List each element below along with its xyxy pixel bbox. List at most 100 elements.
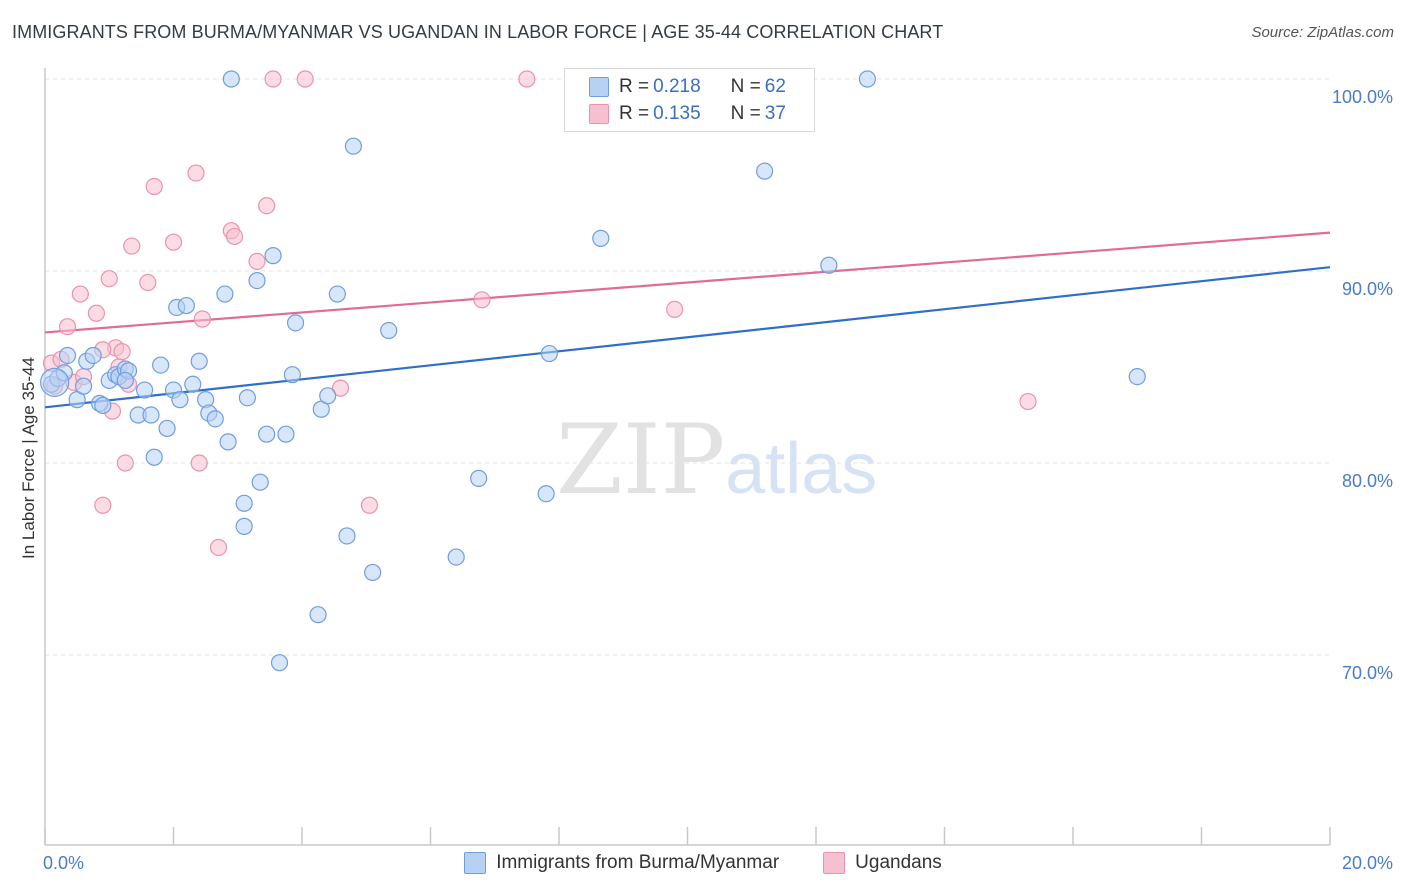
- y-axis-label: In Labor Force | Age 35-44: [19, 357, 38, 559]
- point-burma: [142, 406, 160, 424]
- point-burma: [755, 162, 774, 180]
- point-ugandan: [296, 70, 314, 88]
- point-burma: [190, 352, 208, 370]
- point-ugandan: [518, 70, 536, 88]
- point-burma: [592, 229, 610, 247]
- r-label: R =: [619, 76, 650, 97]
- point-burma: [177, 296, 195, 315]
- trend-line-burma: [44, 266, 1331, 409]
- n-value: 62: [764, 76, 786, 97]
- pink-swatch: [589, 104, 609, 124]
- point-burma: [222, 70, 240, 88]
- point-burma: [84, 346, 102, 365]
- point-ugandan: [225, 227, 244, 246]
- point-ugandan: [187, 164, 205, 182]
- point-burma: [74, 377, 93, 395]
- point-burma: [152, 356, 170, 374]
- point-ugandan: [1019, 392, 1037, 411]
- point-ugandan: [94, 496, 112, 514]
- point-burma: [309, 606, 327, 624]
- point-burma: [58, 346, 77, 365]
- point-ugandan: [209, 538, 228, 557]
- point-burma: [470, 469, 488, 487]
- point-ugandan: [58, 318, 77, 336]
- point-burma: [283, 366, 301, 384]
- legend-item-burma[interactable]: Immigrants from Burma/Myanmar: [464, 852, 779, 874]
- legend-label-burma: Immigrants from Burma/Myanmar: [496, 852, 780, 873]
- point-burma: [286, 314, 305, 332]
- trend-lines: [44, 231, 1331, 409]
- tick-labels: 100.0% 90.0% 80.0% 70.0% 0.0% 20.0%: [43, 87, 1393, 873]
- point-burma: [338, 527, 356, 545]
- point-ugandan: [145, 177, 163, 196]
- point-burma: [248, 272, 266, 290]
- point-burma: [206, 410, 224, 428]
- point-burma: [344, 137, 362, 155]
- r-value: 0.135: [653, 103, 701, 124]
- watermark-zip: ZIP: [556, 404, 726, 516]
- axes: [44, 68, 1331, 846]
- y-tick-label: 70.0%: [1342, 663, 1393, 683]
- gridlines: [45, 78, 1330, 656]
- point-burma: [537, 485, 555, 503]
- point-burma: [447, 548, 465, 566]
- n-label: N =: [730, 76, 761, 97]
- point-ugandan: [264, 70, 282, 88]
- point-burma: [380, 321, 398, 340]
- r-value: 0.218: [653, 76, 701, 97]
- x-tick-label: 0.0%: [43, 853, 84, 873]
- point-burma: [184, 375, 202, 393]
- watermark-atlas: atlas: [725, 429, 878, 509]
- pink-swatch: [823, 852, 846, 874]
- point-burma: [858, 70, 877, 88]
- point-ugandan: [360, 496, 379, 514]
- stats-legend: R = 0.218 N = 62 R = 0.135 N = 37: [564, 68, 815, 132]
- legend-label-ugandans: Ugandans: [855, 852, 942, 873]
- point-burma: [277, 425, 295, 443]
- watermark: ZIPatlas: [556, 404, 877, 516]
- point-burma: [235, 517, 253, 535]
- point-burma: [264, 247, 282, 265]
- point-burma: [116, 371, 134, 390]
- point-burma: [364, 563, 382, 582]
- point-ugandan: [123, 237, 141, 255]
- n-label: N =: [730, 103, 761, 124]
- trend-line-ugandans: [44, 231, 1331, 334]
- stats-legend-row-pink: R = 0.135 N = 37: [589, 102, 786, 126]
- point-ugandan: [113, 343, 131, 361]
- point-ugandan: [116, 454, 134, 472]
- data-points: [40, 70, 1146, 672]
- legend-item-ugandans[interactable]: Ugandans: [823, 852, 942, 874]
- point-burma: [238, 389, 256, 407]
- point-burma: [94, 396, 112, 414]
- point-ugandan: [258, 197, 276, 215]
- series-legend: Immigrants from Burma/Myanmar Ugandans: [0, 852, 1406, 874]
- point-ugandan: [666, 300, 684, 318]
- point-burma: [235, 494, 253, 512]
- point-ugandan: [100, 270, 118, 288]
- y-tick-label: 100.0%: [1332, 87, 1393, 107]
- stats-legend-row-blue: R = 0.218 N = 62: [589, 75, 786, 99]
- point-burma: [171, 391, 189, 409]
- n-value: 37: [764, 103, 786, 124]
- source-label: Source: ZipAtlas.com: [1251, 24, 1394, 41]
- point-ugandan: [71, 285, 89, 303]
- point-burma: [328, 285, 346, 303]
- point-burma: [1128, 368, 1146, 386]
- y-tick-label: 90.0%: [1342, 279, 1393, 299]
- point-ugandan: [164, 233, 183, 251]
- point-burma: [820, 256, 838, 274]
- point-ugandan: [190, 454, 208, 472]
- point-ugandan: [139, 273, 157, 292]
- point-burma: [219, 433, 237, 451]
- point-burma: [216, 285, 234, 303]
- blue-swatch: [589, 77, 609, 97]
- point-burma: [135, 381, 154, 399]
- point-burma: [270, 654, 289, 672]
- blue-swatch: [464, 852, 487, 874]
- point-ugandan: [87, 304, 106, 322]
- point-burma: [319, 387, 337, 405]
- point-ugandan: [193, 310, 212, 328]
- point-burma: [158, 419, 176, 438]
